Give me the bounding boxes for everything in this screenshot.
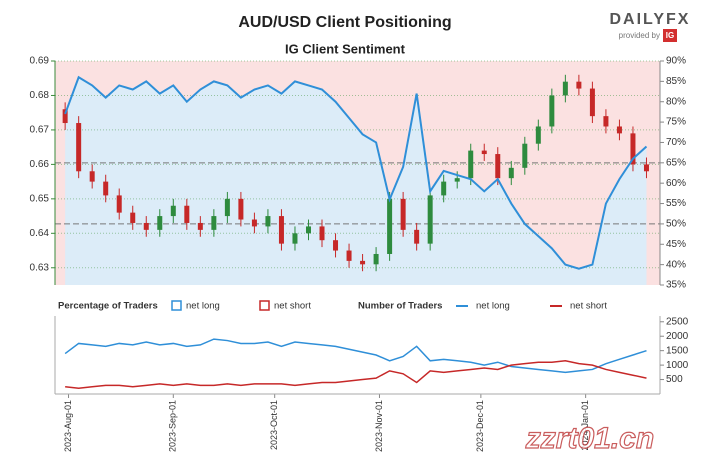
logo-brand: DAILYFX	[610, 11, 691, 28]
y2-tick-label: 65%	[666, 157, 686, 168]
chart-title: AUD/USD Client Positioning	[238, 14, 451, 31]
candle-body	[549, 95, 555, 127]
candle-body	[454, 178, 460, 182]
candle-body	[616, 126, 622, 134]
candle-body	[278, 216, 284, 244]
y2-tick-label: 50%	[666, 219, 686, 230]
y-tick-label: 0.63	[30, 262, 50, 273]
candle-body	[441, 181, 447, 196]
x-tick-label: 2023-Aug-01	[63, 400, 73, 452]
candle-body	[197, 222, 203, 230]
legend-label: net long	[186, 301, 220, 312]
candle-body	[630, 133, 636, 165]
candle-body	[508, 167, 514, 179]
y-tick-label: 1500	[666, 345, 689, 356]
legend-swatch	[171, 300, 182, 311]
y2-tick-label: 85%	[666, 76, 686, 87]
candle-body	[387, 198, 393, 254]
candle-body	[211, 216, 217, 230]
logo-provided-by: provided by	[619, 31, 660, 40]
traders-line	[64, 338, 647, 374]
y2-tick-label: 90%	[666, 56, 686, 67]
candle-body	[522, 143, 528, 168]
x-tick-label: 2023-Sep-01	[168, 400, 178, 452]
candle-body	[305, 226, 311, 234]
legend-label: net long	[476, 301, 510, 312]
candle-body	[360, 260, 366, 265]
legend-label: net short	[274, 301, 311, 312]
candle-body	[576, 81, 582, 89]
candle-body	[346, 250, 352, 261]
candle-body	[116, 195, 122, 213]
y2-tick-label: 55%	[666, 198, 686, 209]
y2-tick-label: 40%	[666, 259, 686, 270]
candle-body	[589, 88, 595, 117]
candle-body	[251, 219, 257, 227]
candle-body	[62, 109, 68, 124]
candle-body	[103, 181, 109, 196]
y-tick-label: 2500	[666, 316, 689, 327]
y-tick-label: 500	[666, 374, 683, 385]
logo-provider: IG	[666, 31, 674, 40]
y2-tick-label: 75%	[666, 117, 686, 128]
y2-tick-label: 60%	[666, 178, 686, 189]
candle-body	[143, 222, 149, 230]
y2-tick-label: 70%	[666, 137, 686, 148]
candle-body	[535, 126, 541, 144]
legend-label: net short	[570, 301, 607, 312]
candle-body	[373, 253, 379, 265]
x-tick-label: 2023-Oct-01	[269, 400, 279, 450]
candle-body	[292, 233, 298, 244]
candle-body	[157, 216, 163, 230]
candle-body	[414, 229, 420, 244]
chart-subtitle: IG Client Sentiment	[285, 41, 406, 56]
legend-title: Percentage of Traders	[58, 301, 158, 312]
legend-swatch	[259, 300, 270, 311]
candle-body	[265, 216, 271, 227]
y-tick-label: 0.68	[30, 90, 50, 101]
y-tick-label: 0.66	[30, 159, 50, 170]
x-tick-label: 2023-Nov-01	[374, 400, 384, 452]
x-tick-label: 2023-Dec-01	[475, 400, 485, 452]
candle-body	[468, 150, 474, 179]
candle-body	[481, 150, 487, 155]
y-tick-label: 0.65	[30, 193, 50, 204]
candle-body	[562, 81, 568, 96]
x-tick-label: 2024-Jan-01	[580, 400, 590, 451]
candle-body	[495, 154, 501, 179]
y-tick-label: 0.67	[30, 125, 50, 136]
candle-body	[170, 205, 176, 217]
candle-body	[130, 212, 136, 223]
candle-body	[427, 195, 433, 244]
traders-line	[65, 360, 647, 389]
y-tick-label: 2000	[666, 331, 689, 342]
sentiment-line	[64, 75, 648, 270]
sentiment-area	[65, 77, 647, 285]
candle-body	[89, 171, 95, 182]
y2-tick-label: 35%	[666, 280, 686, 291]
logo-box	[663, 29, 677, 42]
candle-body	[643, 164, 649, 172]
legend-title: Number of Traders	[358, 301, 442, 312]
candle-body	[333, 240, 339, 251]
candle-body	[400, 198, 406, 230]
candle-body	[184, 205, 190, 223]
candle-body	[76, 123, 82, 172]
candle-body	[238, 198, 244, 220]
y-tick-label: 1000	[666, 360, 689, 371]
candle-body	[319, 226, 325, 241]
candle-body	[224, 198, 230, 217]
y-tick-label: 0.64	[30, 228, 50, 239]
watermark: zzrt01.cn	[525, 422, 654, 455]
y2-tick-label: 45%	[666, 239, 686, 250]
y2-tick-label: 80%	[666, 96, 686, 107]
candle-body	[603, 116, 609, 127]
y-tick-label: 0.69	[30, 56, 50, 67]
